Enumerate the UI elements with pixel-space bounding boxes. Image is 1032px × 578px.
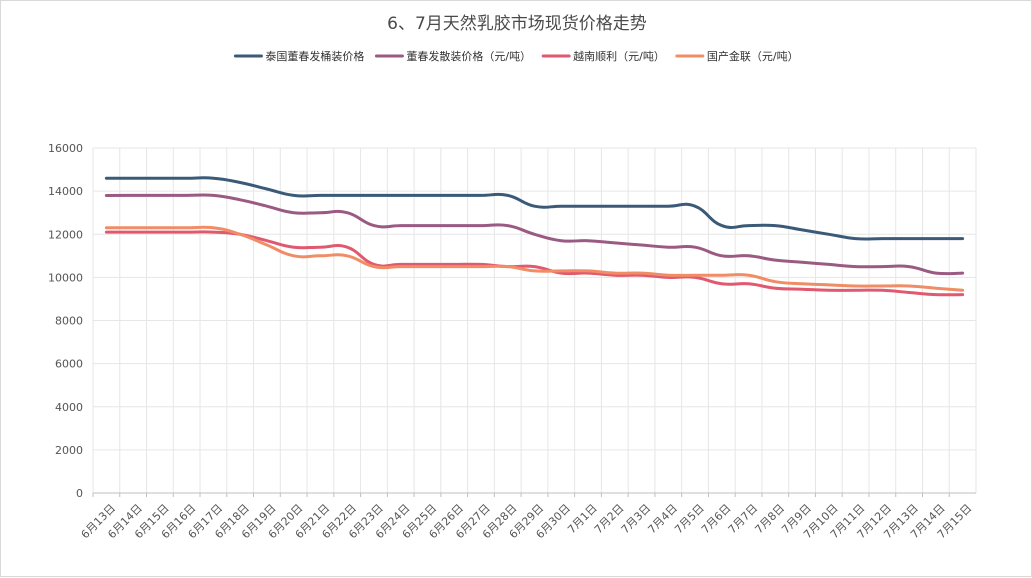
legend-label: 国产金联（元/吨）: [707, 49, 799, 63]
legend-item-4[interactable]: 国产金联（元/吨）: [675, 49, 799, 63]
y-tick-label: 0: [76, 487, 83, 500]
series-lines: [104, 176, 965, 297]
y-tick-label: 2000: [55, 444, 83, 457]
series-line-1: [104, 176, 965, 241]
y-tick-label: 12000: [48, 228, 83, 241]
legend-item-3[interactable]: 越南顺利（元/吨）: [541, 49, 665, 63]
legend[interactable]: 泰国董春发桶装价格 董春发散装价格（元/吨） 越南顺利（元/吨） 国产金联（元/吨）: [233, 49, 799, 63]
legend-label: 董春发散装价格（元/吨）: [406, 49, 531, 63]
legend-item-1[interactable]: 泰国董春发桶装价格: [233, 49, 364, 63]
legend-item-2[interactable]: 董春发散装价格（元/吨）: [374, 49, 531, 63]
y-tick-label: 16000: [48, 142, 83, 155]
y-tick-label: 8000: [55, 315, 83, 328]
y-axis-ticks: 0 2000 4000 6000 8000 10000 12000 14000 16000: [48, 142, 83, 500]
legend-label: 越南顺利（元/吨）: [573, 49, 665, 63]
chart-title: 6、7月天然乳胶市场现货价格走势: [387, 14, 647, 34]
gridlines: [92, 147, 977, 494]
series-line-2: [104, 193, 965, 276]
y-tick-label: 14000: [48, 185, 83, 198]
x-axis-ticks: 6月13日6月14日6月15日6月16日6月17日6月18日6月19日6月20日…: [79, 493, 974, 541]
legend-label: 泰国董春发桶装价格: [265, 49, 364, 63]
series-line-4: [104, 225, 965, 292]
y-tick-label: 4000: [55, 401, 83, 414]
y-tick-label: 6000: [55, 358, 83, 371]
y-tick-label: 10000: [48, 271, 83, 284]
